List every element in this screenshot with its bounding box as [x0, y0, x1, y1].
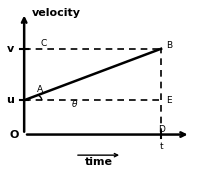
- Text: D: D: [158, 125, 164, 134]
- Text: velocity: velocity: [32, 8, 81, 17]
- Text: $\theta$: $\theta$: [71, 98, 79, 109]
- Text: v: v: [7, 44, 14, 54]
- Text: E: E: [166, 96, 172, 105]
- Text: B: B: [166, 41, 172, 50]
- Text: time: time: [85, 157, 112, 167]
- Text: A: A: [37, 85, 43, 94]
- Text: t: t: [159, 142, 163, 151]
- Text: O: O: [10, 130, 19, 140]
- Text: u: u: [7, 95, 14, 105]
- Text: C: C: [41, 39, 47, 48]
